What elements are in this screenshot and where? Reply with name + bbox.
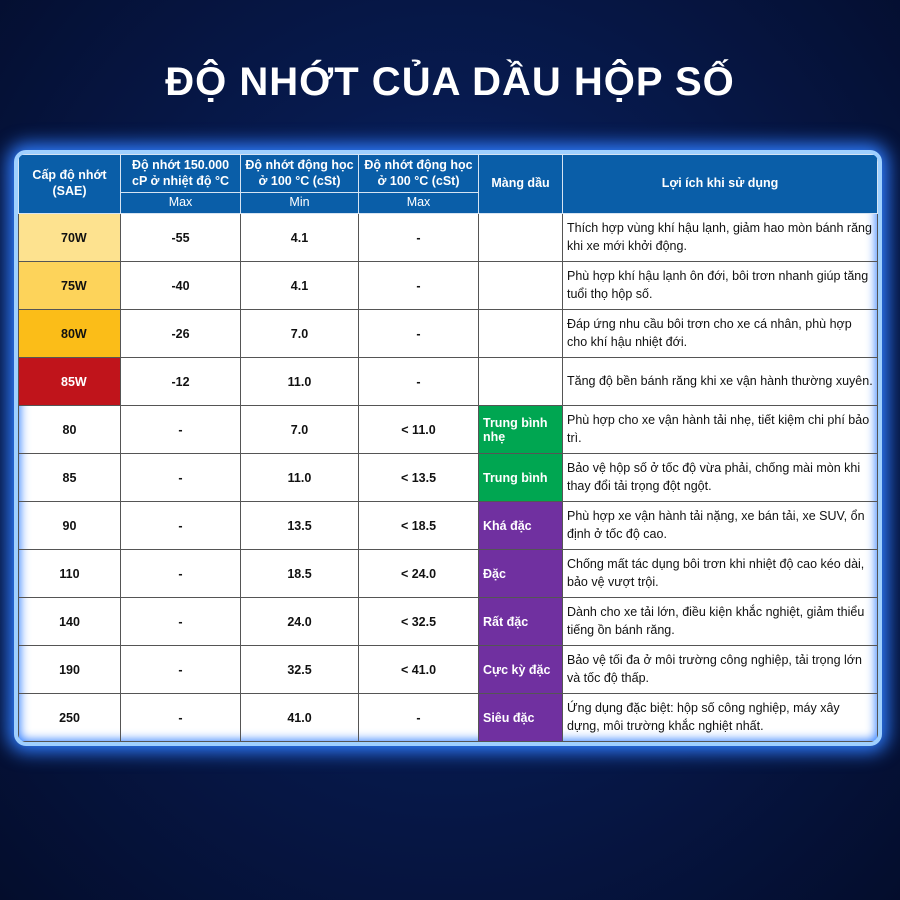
subheader-max: Max — [120, 192, 241, 214]
table-row: 110-18.5 < 24.0 Đặc Chống mất tác dụng bôi … — [18, 549, 878, 598]
viscosity-table-frame: Cấp độ nhớt (SAE) Độ nhớt 150.000 cP ở n… — [14, 150, 882, 746]
film-cell — [478, 357, 563, 406]
subheader-min: Min — [240, 192, 359, 214]
film-cell: Cực kỳ đặc — [478, 645, 563, 694]
cp-cell: - — [120, 453, 241, 502]
grade-cell: 85 — [18, 453, 121, 502]
table-row: 90-13.5 < 18.5 Khá đặc Phù hợp xe vận hành … — [18, 501, 878, 550]
cp-cell: -40 — [120, 261, 241, 310]
benefit-cell: Phù hợp khí hậu lạnh ôn đới, bôi trơn nh… — [562, 261, 878, 310]
kin-max-cell: < 24.0 — [358, 549, 479, 598]
kin-max-cell: - — [358, 693, 479, 742]
header-benefit: Lợi ích khi sử dụng — [562, 154, 878, 214]
benefit-cell: Bảo vệ hộp số ở tốc độ vừa phải, chống m… — [562, 453, 878, 502]
cp-cell: - — [120, 597, 241, 646]
grade-cell: 90 — [18, 501, 121, 550]
table-row: 75W -40 4.1- Phù hợp khí hậu lạnh ôn đới, b… — [18, 261, 878, 310]
kin-min-cell: 13.5 — [240, 501, 359, 550]
cp-cell: -12 — [120, 357, 241, 406]
table-row: 85W -12 11.0- Tăng độ bền bánh răng khi xe … — [18, 357, 878, 406]
grade-cell: 110 — [18, 549, 121, 598]
kin-max-cell: - — [358, 261, 479, 310]
kin-min-cell: 4.1 — [240, 261, 359, 310]
table-row: 140-24.0 < 32.5 Rất đặc Dành cho xe tải lớn… — [18, 597, 878, 646]
kin-max-cell: - — [358, 213, 479, 262]
benefit-cell: Thích hợp vùng khí hậu lạnh, giảm hao mò… — [562, 213, 878, 262]
kin-min-cell: 18.5 — [240, 549, 359, 598]
cp-cell: - — [120, 693, 241, 742]
header-film: Màng dầu — [478, 154, 563, 214]
header-grade: Cấp độ nhớt (SAE) — [18, 154, 121, 214]
viscosity-table: Cấp độ nhớt (SAE) Độ nhớt 150.000 cP ở n… — [18, 154, 878, 742]
kin-max-cell: < 41.0 — [358, 645, 479, 694]
kin-min-cell: 7.0 — [240, 405, 359, 454]
header-cp: Độ nhớt 150.000 cP ở nhiệt độ °C — [120, 154, 241, 193]
film-cell: Trung bình nhẹ — [478, 405, 563, 454]
benefit-cell: Đáp ứng nhu cầu bôi trơn cho xe cá nhân,… — [562, 309, 878, 358]
film-cell: Đặc — [478, 549, 563, 598]
film-cell: Trung bình — [478, 453, 563, 502]
table-row: 190-32.5 < 41.0 Cực kỳ đặc Bảo vệ tối đa ở … — [18, 645, 878, 694]
benefit-cell: Ứng dụng đặc biệt: hộp số công nghiệp, m… — [562, 693, 878, 742]
grade-cell: 85W — [18, 357, 121, 406]
grade-cell: 190 — [18, 645, 121, 694]
grade-cell: 70W — [18, 213, 121, 262]
kin-min-cell: 4.1 — [240, 213, 359, 262]
table-row: 250-41.0- Siêu đặc Ứng dụng đặc biệt: hộp … — [18, 693, 878, 742]
kin-max-cell: < 32.5 — [358, 597, 479, 646]
film-cell: Khá đặc — [478, 501, 563, 550]
kin-min-cell: 7.0 — [240, 309, 359, 358]
grade-cell: 250 — [18, 693, 121, 742]
cp-cell: - — [120, 405, 241, 454]
benefit-cell: Bảo vệ tối đa ở môi trường công nghiệp, … — [562, 645, 878, 694]
header-kin-min: Độ nhớt động học ở 100 °C (cSt) — [240, 154, 359, 193]
benefit-cell: Phù hợp cho xe vận hành tải nhẹ, tiết ki… — [562, 405, 878, 454]
table-row: 70W -55 4.1- Thích hợp vùng khí hậu lạnh, g… — [18, 213, 878, 262]
grade-cell: 140 — [18, 597, 121, 646]
cp-cell: - — [120, 501, 241, 550]
grade-cell: 75W — [18, 261, 121, 310]
kin-max-cell: - — [358, 357, 479, 406]
table-row: 80W -26 7.0- Đáp ứng nhu cầu bôi trơn cho x… — [18, 309, 878, 358]
cp-cell: - — [120, 549, 241, 598]
benefit-cell: Chống mất tác dụng bôi trơn khi nhiệt độ… — [562, 549, 878, 598]
subheader-max2: Max — [358, 192, 479, 214]
benefit-cell: Tăng độ bền bánh răng khi xe vận hành th… — [562, 357, 878, 406]
kin-min-cell: 11.0 — [240, 357, 359, 406]
cp-cell: - — [120, 645, 241, 694]
cp-cell: -55 — [120, 213, 241, 262]
kin-max-cell: < 18.5 — [358, 501, 479, 550]
table-row: 80-7.0 < 11.0 Trung bình nhẹ Phù hợp cho xe… — [18, 405, 878, 454]
cp-cell: -26 — [120, 309, 241, 358]
kin-min-cell: 24.0 — [240, 597, 359, 646]
grade-cell: 80W — [18, 309, 121, 358]
benefit-cell: Phù hợp xe vận hành tải nặng, xe bán tải… — [562, 501, 878, 550]
film-cell — [478, 261, 563, 310]
kin-min-cell: 11.0 — [240, 453, 359, 502]
grade-cell: 80 — [18, 405, 121, 454]
film-cell — [478, 309, 563, 358]
kin-min-cell: 41.0 — [240, 693, 359, 742]
page-title: ĐỘ NHỚT CỦA DẦU HỘP SỐ — [165, 60, 735, 104]
film-cell: Siêu đặc — [478, 693, 563, 742]
header-kin-max: Độ nhớt động học ở 100 °C (cSt) — [358, 154, 479, 193]
benefit-cell: Dành cho xe tải lớn, điều kiện khắc nghi… — [562, 597, 878, 646]
kin-max-cell: - — [358, 309, 479, 358]
film-cell: Rất đặc — [478, 597, 563, 646]
kin-max-cell: < 13.5 — [358, 453, 479, 502]
kin-max-cell: < 11.0 — [358, 405, 479, 454]
table-row: 85-11.0 < 13.5 Trung bình Bảo vệ hộp số ở t… — [18, 453, 878, 502]
film-cell — [478, 213, 563, 262]
kin-min-cell: 32.5 — [240, 645, 359, 694]
